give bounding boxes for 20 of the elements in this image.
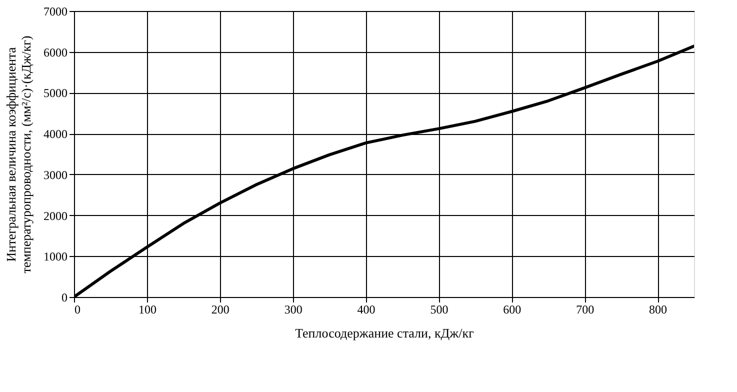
x-axis-title: Теплосодержание стали, кДж/кг — [295, 326, 474, 340]
x-tick-label: 0 — [74, 302, 80, 316]
x-tick-label: 700 — [576, 302, 594, 316]
x-tick-label: 400 — [357, 302, 376, 316]
y-tick-label: 6000 — [44, 45, 68, 60]
x-tick-label: 600 — [503, 302, 522, 316]
y-tick-label: 4000 — [44, 127, 68, 142]
x-tick-label: 300 — [284, 302, 302, 316]
x-tick-label: 500 — [430, 302, 448, 316]
text: температуропроводности, (мм²/с)·(кДж/кг) — [18, 36, 34, 274]
y-tick-label: 5000 — [44, 86, 68, 100]
x-tick-label: 100 — [138, 302, 156, 316]
y-tick-label: 2000 — [44, 208, 68, 223]
x-tick-label: 200 — [211, 302, 230, 316]
y-tick-label: 1000 — [44, 250, 68, 264]
y-tick-label: 0 — [62, 290, 68, 304]
y-tick-label: 7000 — [44, 4, 68, 18]
y-tick-label: 3000 — [44, 168, 68, 182]
text: Интегральная величина коэффициента — [4, 47, 18, 262]
x-tick-label: 800 — [649, 302, 668, 316]
